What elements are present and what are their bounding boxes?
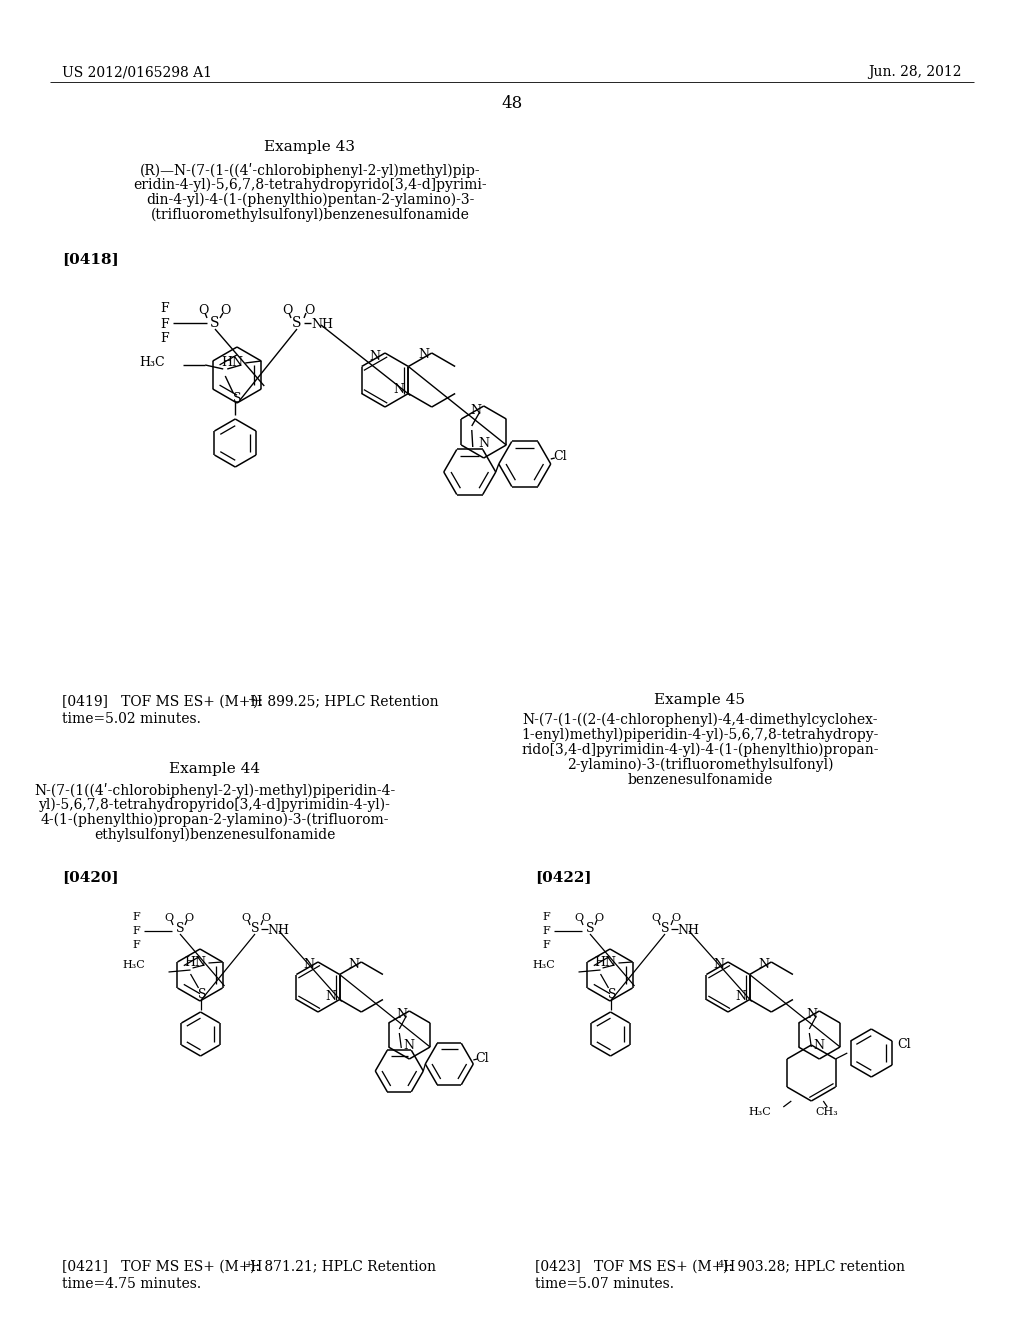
Text: HN: HN <box>221 356 244 370</box>
Text: HN: HN <box>184 957 207 969</box>
Text: N: N <box>326 990 336 1003</box>
Text: [0419]   TOF MS ES+ (M+H: [0419] TOF MS ES+ (M+H <box>62 696 262 709</box>
Text: US 2012/0165298 A1: US 2012/0165298 A1 <box>62 65 212 79</box>
Text: +: + <box>248 696 256 704</box>
Text: N: N <box>397 1007 408 1020</box>
Text: NH: NH <box>311 318 333 331</box>
Text: S: S <box>586 923 594 936</box>
Text: S: S <box>292 315 302 330</box>
Text: rido[3,4-d]pyrimidin-4-yl)-4-(1-(phenylthio)propan-: rido[3,4-d]pyrimidin-4-yl)-4-(1-(phenylt… <box>521 743 879 758</box>
Text: F: F <box>132 940 140 950</box>
Text: yl)-5,6,7,8-tetrahydropyrido[3,4-d]pyrimidin-4-yl)-: yl)-5,6,7,8-tetrahydropyrido[3,4-d]pyrim… <box>39 799 391 812</box>
Text: N: N <box>403 1039 415 1052</box>
Text: Cl: Cl <box>897 1039 911 1052</box>
Text: O: O <box>165 913 173 923</box>
Text: N: N <box>478 437 489 450</box>
Text: ): 871.21; HPLC Retention: ): 871.21; HPLC Retention <box>250 1261 436 1274</box>
Text: [0418]: [0418] <box>62 252 119 267</box>
Text: S: S <box>251 923 259 936</box>
Text: din-4-yl)-4-(1-(phenylthio)pentan-2-ylamino)-3-: din-4-yl)-4-(1-(phenylthio)pentan-2-ylam… <box>145 193 474 207</box>
Text: Example 44: Example 44 <box>169 762 260 776</box>
Text: Jun. 28, 2012: Jun. 28, 2012 <box>868 65 962 79</box>
Text: [0421]   TOF MS ES+ (M+H: [0421] TOF MS ES+ (M+H <box>62 1261 262 1274</box>
Text: benzenesulfonamide: benzenesulfonamide <box>628 774 773 787</box>
Text: time=5.02 minutes.: time=5.02 minutes. <box>62 711 201 726</box>
Text: 4: 4 <box>718 1261 724 1269</box>
Text: O: O <box>304 305 314 318</box>
Text: N-(7-(1((4ʹ-chlorobiphenyl-2-yl)-methyl)piperidin-4-: N-(7-(1((4ʹ-chlorobiphenyl-2-yl)-methyl)… <box>35 783 395 799</box>
Text: Example 43: Example 43 <box>264 140 355 154</box>
Text: N: N <box>418 348 429 362</box>
Text: O: O <box>184 913 194 923</box>
Text: S: S <box>199 987 207 1001</box>
Text: (R)—N-(7-(1-((4ʹ-chlorobiphenyl-2-yl)methyl)pip-: (R)—N-(7-(1-((4ʹ-chlorobiphenyl-2-yl)met… <box>139 162 480 178</box>
Text: O: O <box>651 913 660 923</box>
Text: H₃C: H₃C <box>532 960 555 970</box>
Text: [0423]   TOF MS ES+ (M+H: [0423] TOF MS ES+ (M+H <box>535 1261 735 1274</box>
Text: H₃C: H₃C <box>139 356 165 370</box>
Text: 4-(1-(phenylthio)propan-2-ylamino)-3-(trifluorom-: 4-(1-(phenylthio)propan-2-ylamino)-3-(tr… <box>41 813 389 828</box>
Text: N: N <box>349 958 359 972</box>
Text: O: O <box>574 913 584 923</box>
Text: N: N <box>393 383 403 396</box>
Text: N: N <box>814 1039 824 1052</box>
Text: F: F <box>132 927 140 936</box>
Text: [0420]: [0420] <box>62 870 119 884</box>
Text: N: N <box>807 1007 818 1020</box>
Text: time=5.07 minutes.: time=5.07 minutes. <box>535 1276 674 1291</box>
Text: S: S <box>210 315 220 330</box>
Text: F: F <box>161 318 169 330</box>
Text: O: O <box>282 305 292 318</box>
Text: O: O <box>672 913 681 923</box>
Text: H₃C: H₃C <box>123 960 145 970</box>
Text: F: F <box>132 912 140 921</box>
Text: [0422]: [0422] <box>535 870 592 884</box>
Text: N: N <box>735 990 746 1003</box>
Text: +: + <box>245 1261 253 1269</box>
Text: Cl: Cl <box>475 1052 488 1064</box>
Text: time=4.75 minutes.: time=4.75 minutes. <box>62 1276 201 1291</box>
Text: O: O <box>198 305 208 318</box>
Text: 1-enyl)methyl)piperidin-4-yl)-5,6,7,8-tetrahydropy-: 1-enyl)methyl)piperidin-4-yl)-5,6,7,8-te… <box>521 729 879 742</box>
Text: NH: NH <box>677 924 699 937</box>
Text: S: S <box>176 923 184 936</box>
Text: 48: 48 <box>502 95 522 112</box>
Text: Cl: Cl <box>553 450 566 462</box>
Text: N: N <box>303 958 314 972</box>
Text: ): 903.28; HPLC retention: ): 903.28; HPLC retention <box>723 1261 905 1274</box>
Text: N: N <box>759 958 770 972</box>
Text: ): 899.25; HPLC Retention: ): 899.25; HPLC Retention <box>253 696 438 709</box>
Text: S: S <box>660 923 670 936</box>
Text: (trifluoromethylsulfonyl)benzenesulfonamide: (trifluoromethylsulfonyl)benzenesulfonam… <box>151 209 469 222</box>
Text: N: N <box>470 404 481 417</box>
Text: O: O <box>242 913 251 923</box>
Text: F: F <box>542 940 550 950</box>
Text: O: O <box>595 913 603 923</box>
Text: 2-ylamino)-3-(trifluoromethylsulfonyl): 2-ylamino)-3-(trifluoromethylsulfonyl) <box>566 758 834 772</box>
Text: N: N <box>370 351 381 363</box>
Text: S: S <box>233 392 242 405</box>
Text: F: F <box>542 912 550 921</box>
Text: S: S <box>608 987 616 1001</box>
Text: N-(7-(1-((2-(4-chlorophenyl)-4,4-dimethylcyclohex-: N-(7-(1-((2-(4-chlorophenyl)-4,4-dimethy… <box>522 713 878 727</box>
Text: F: F <box>542 927 550 936</box>
Text: NH: NH <box>267 924 289 937</box>
Text: F: F <box>161 333 169 346</box>
Text: HN: HN <box>595 957 616 969</box>
Text: N: N <box>714 958 725 972</box>
Text: eridin-4-yl)-5,6,7,8-tetrahydropyrido[3,4-d]pyrimi-: eridin-4-yl)-5,6,7,8-tetrahydropyrido[3,… <box>133 178 486 193</box>
Text: F: F <box>161 302 169 315</box>
Text: O: O <box>261 913 270 923</box>
Text: ethylsulfonyl)benzenesulfonamide: ethylsulfonyl)benzenesulfonamide <box>94 828 336 842</box>
Text: CH₃: CH₃ <box>815 1107 838 1117</box>
Text: O: O <box>220 305 230 318</box>
Text: Example 45: Example 45 <box>654 693 745 708</box>
Text: H₃C: H₃C <box>749 1107 771 1117</box>
